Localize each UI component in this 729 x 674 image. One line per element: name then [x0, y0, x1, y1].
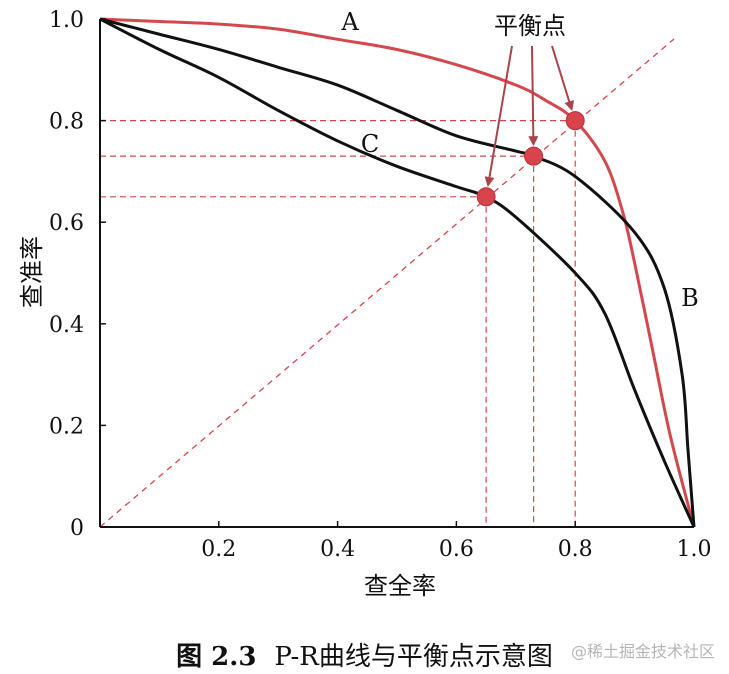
curve-label-b: B: [681, 284, 699, 312]
tick-layer: 0.2 0.4 0.6 0.8 1.0 0 0.2 0.4 0.6 0.8 1.0: [49, 8, 712, 562]
y-tick-label: 0.8: [49, 110, 84, 135]
break-even-diagonal: [99, 38, 675, 528]
balance-point-annotation: 平衡点: [494, 12, 566, 40]
pr-curve-chart: 0.2 0.4 0.6 0.8 1.0 0 0.2 0.4 0.6 0.8 1.0 查全率 查准率 …: [18, 8, 712, 600]
annotation-arrow: [484, 45, 513, 187]
x-axis-title: 查全率: [364, 572, 436, 600]
x-tick-label: 0.8: [558, 537, 593, 562]
label-layer: 查全率 查准率 A B C 平衡点: [18, 8, 699, 600]
reference-layer: [99, 38, 675, 528]
y-tick-label: 0: [70, 516, 84, 541]
curve-b: [99, 17, 696, 528]
y-tick-label: 0.4: [49, 313, 84, 338]
x-tick-label: 0.4: [320, 537, 355, 562]
annotation-arrow: [528, 45, 539, 147]
x-tick-label: 1.0: [677, 537, 712, 562]
point-layer: [476, 45, 585, 207]
axis-layer: [99, 19, 694, 528]
y-tick-label: 0.2: [49, 414, 84, 439]
x-tick-label: 0.2: [201, 537, 236, 562]
balance-point-b: [524, 146, 544, 166]
figure-title: P-R曲线与平衡点示意图: [274, 642, 553, 672]
figure-caption: 图 2.3 P-R曲线与平衡点示意图: [0, 636, 729, 673]
curve-a: [99, 17, 696, 528]
curve-label-c: C: [361, 130, 379, 158]
curve-c: [99, 17, 696, 528]
y-tick-label: 0.6: [49, 211, 84, 236]
y-tick-label: 1.0: [49, 8, 84, 33]
balance-point-c: [476, 187, 496, 207]
curve-layer: [99, 17, 696, 528]
annotation-arrow: [551, 45, 575, 112]
watermark: @稀土掘金技术社区: [570, 642, 715, 661]
x-tick-label: 0.6: [439, 537, 474, 562]
curve-label-a: A: [340, 8, 359, 36]
balance-point-a: [565, 111, 585, 131]
figure-number: 图 2.3: [176, 642, 257, 672]
y-axis-title: 查准率: [18, 236, 46, 308]
